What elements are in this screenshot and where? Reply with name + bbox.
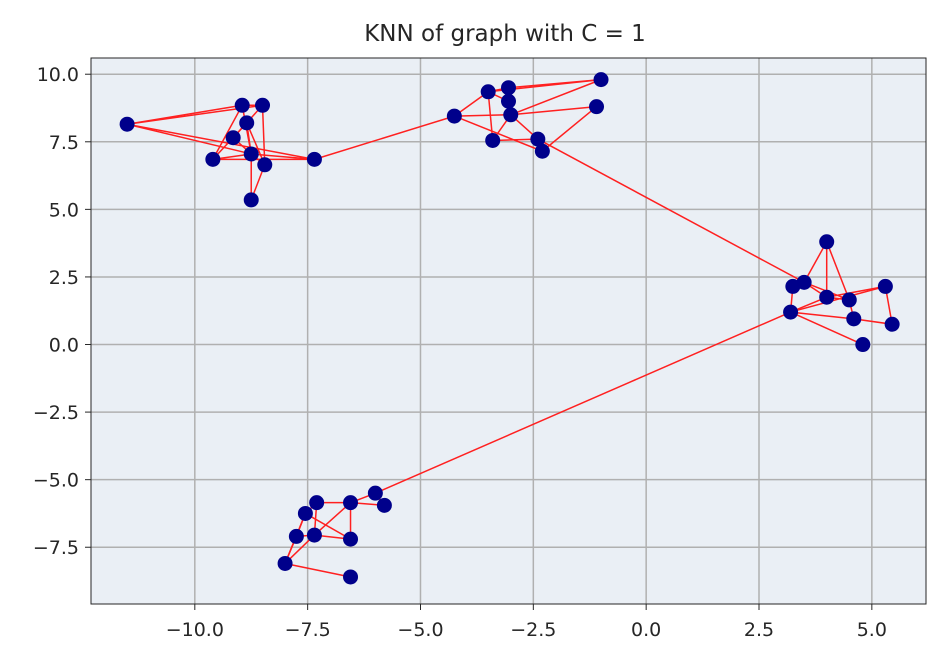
data-point: [819, 289, 835, 305]
data-point: [785, 278, 801, 294]
y-tick-label: 0.0: [49, 335, 79, 357]
knn-edge: [790, 311, 854, 320]
data-point: [255, 97, 271, 113]
data-point: [343, 569, 359, 585]
y-tick-label: 10.0: [37, 64, 79, 86]
data-point: [501, 93, 516, 109]
data-point: [225, 130, 241, 146]
data-point: [243, 192, 259, 208]
data-point: [306, 151, 322, 167]
data-point: [243, 146, 259, 162]
knn-edge: [510, 105, 597, 116]
y-tick-label: −7.5: [33, 537, 79, 559]
knn-edge: [251, 153, 315, 161]
knn-edge: [314, 115, 455, 161]
y-tick-label: 7.5: [49, 132, 79, 154]
knn-edge: [126, 123, 315, 161]
data-point: [309, 495, 325, 511]
data-point: [119, 116, 135, 132]
knn-edge: [126, 123, 252, 155]
chart-title: KNN of graph with C = 1: [364, 21, 646, 47]
data-point: [796, 274, 812, 290]
knn-edge: [826, 241, 850, 301]
x-tick-label: 2.5: [744, 619, 774, 641]
knn-edge: [537, 138, 805, 284]
knn-edge: [487, 91, 494, 141]
data-point: [884, 316, 900, 332]
knn-edge: [212, 104, 243, 160]
data-point: [367, 485, 383, 501]
x-axis-ticks: −10.0 −7.5 −5.0 −2.5 0.0 2.5 5.0: [166, 604, 887, 641]
knn-edge: [508, 78, 602, 89]
x-tick-label: 5.0: [857, 619, 887, 641]
data-point: [306, 527, 322, 543]
y-tick-label: −2.5: [33, 402, 79, 424]
knn-edge: [510, 78, 602, 116]
plot-frame: [90, 57, 927, 605]
data-point: [846, 311, 862, 327]
knn-edge: [313, 502, 352, 536]
data-point: [234, 97, 250, 113]
data-point: [480, 84, 496, 100]
data-point: [297, 505, 313, 521]
x-tick-label: −2.5: [510, 619, 556, 641]
data-point: [783, 304, 799, 320]
data-point: [841, 292, 857, 308]
data-point: [277, 555, 293, 571]
data-point: [343, 531, 359, 547]
knn-edge: [246, 122, 266, 166]
data-point: [589, 99, 605, 115]
x-tick-label: −10.0: [166, 619, 224, 641]
knn-edge: [284, 562, 351, 578]
x-tick-label: 0.0: [631, 619, 661, 641]
knn-edge: [454, 114, 511, 117]
data-point: [446, 108, 462, 124]
knn-edge: [803, 241, 828, 283]
knn-edge: [375, 311, 791, 494]
data-point: [485, 132, 501, 148]
x-tick-label: −5.0: [397, 619, 443, 641]
data-point: [530, 131, 546, 147]
data-point: [205, 151, 221, 167]
data-point: [855, 337, 871, 353]
data-point: [877, 278, 893, 294]
y-tick-label: 5.0: [49, 199, 79, 221]
knn-edge: [492, 138, 538, 142]
data-point: [534, 143, 550, 159]
knn-edge: [541, 106, 597, 152]
data-point: [501, 80, 516, 96]
knn-edge: [305, 512, 351, 540]
data-points: [119, 72, 900, 585]
knn-edge: [826, 285, 886, 298]
data-point: [288, 528, 304, 544]
data-point: [503, 107, 519, 123]
data-point: [593, 72, 609, 88]
knn-edge: [790, 311, 864, 346]
y-axis-ticks: 10.0 7.5 5.0 2.5 0.0 −2.5 −5.0 −7.5: [33, 64, 91, 559]
data-point: [343, 495, 359, 511]
data-point: [376, 497, 392, 513]
data-point: [239, 115, 255, 131]
data-point: [819, 234, 835, 250]
x-tick-label: −7.5: [285, 619, 331, 641]
data-point: [257, 157, 273, 173]
y-tick-label: −5.0: [33, 470, 79, 492]
y-tick-label: 2.5: [49, 267, 79, 289]
